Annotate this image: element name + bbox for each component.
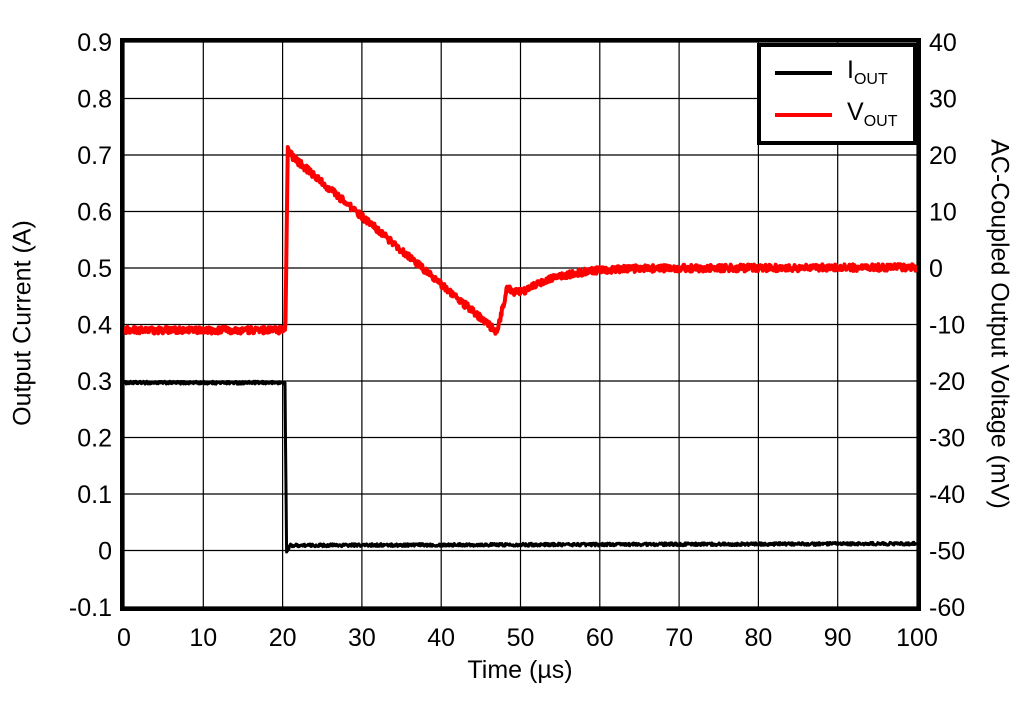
right-tick-label: 10 <box>929 199 957 227</box>
left-tick-label: 0 <box>98 538 112 566</box>
trace-v_out <box>122 145 919 336</box>
x-tick-label: 10 <box>189 624 217 652</box>
right-tick-label: -40 <box>929 481 965 509</box>
x-tick-label: 50 <box>507 624 535 652</box>
legend-label-vout-symbol: V <box>847 97 864 126</box>
right-tick-label: -30 <box>929 425 965 453</box>
legend: IOUT VOUT <box>757 43 917 145</box>
right-tick-label: 40 <box>929 29 957 57</box>
x-tick-label: 80 <box>744 624 772 652</box>
legend-label-vout: VOUT <box>847 97 898 130</box>
x-tick-label: 20 <box>269 624 297 652</box>
left-tick-label: 0.4 <box>77 312 112 340</box>
left-tick-label: 0.1 <box>77 481 112 509</box>
right-tick-label: 30 <box>929 86 957 114</box>
left-tick-label: -0.1 <box>69 594 112 622</box>
left-tick-label: 0.7 <box>77 142 112 170</box>
right-tick-label: -60 <box>929 594 965 622</box>
right-axis-title: AC-Coupled Output Voltage (mV) <box>985 139 1014 509</box>
left-tick-label: 0.5 <box>77 255 112 283</box>
right-tick-label: -20 <box>929 368 965 396</box>
x-axis-title: Time (µs) <box>467 656 573 684</box>
x-tick-label: 0 <box>117 624 131 652</box>
legend-line-iout-swatch <box>775 71 832 76</box>
left-tick-label: 0.6 <box>77 199 112 227</box>
legend-label-iout-symbol: I <box>847 56 854 85</box>
legend-label-iout: IOUT <box>847 58 888 88</box>
legend-line-vout-swatch <box>775 112 832 117</box>
left-tick-label: 0.8 <box>77 86 112 114</box>
right-tick-label: -10 <box>929 312 965 340</box>
x-tick-label: 60 <box>586 624 614 652</box>
right-tick-label: 20 <box>929 142 957 170</box>
right-tick-label: -50 <box>929 538 965 566</box>
x-tick-label: 90 <box>824 624 852 652</box>
legend-label-iout-subscript: OUT <box>853 71 888 89</box>
legend-entry-iout: IOUT <box>775 58 913 88</box>
x-tick-label: 70 <box>665 624 693 652</box>
legend-label-vout-subscript: OUT <box>863 112 898 130</box>
left-tick-label: 0.2 <box>77 425 112 453</box>
x-tick-label: 100 <box>896 624 938 652</box>
left-tick-label: 0.3 <box>77 368 112 396</box>
legend-entry-vout: VOUT <box>775 97 913 130</box>
right-tick-label: 0 <box>929 255 943 283</box>
x-tick-label: 30 <box>348 624 376 652</box>
left-tick-label: 0.9 <box>77 29 112 57</box>
x-tick-label: 40 <box>427 624 455 652</box>
plot-border <box>120 38 921 611</box>
trace-i_out <box>122 379 918 554</box>
left-axis-title: Output Current (A) <box>8 220 37 426</box>
